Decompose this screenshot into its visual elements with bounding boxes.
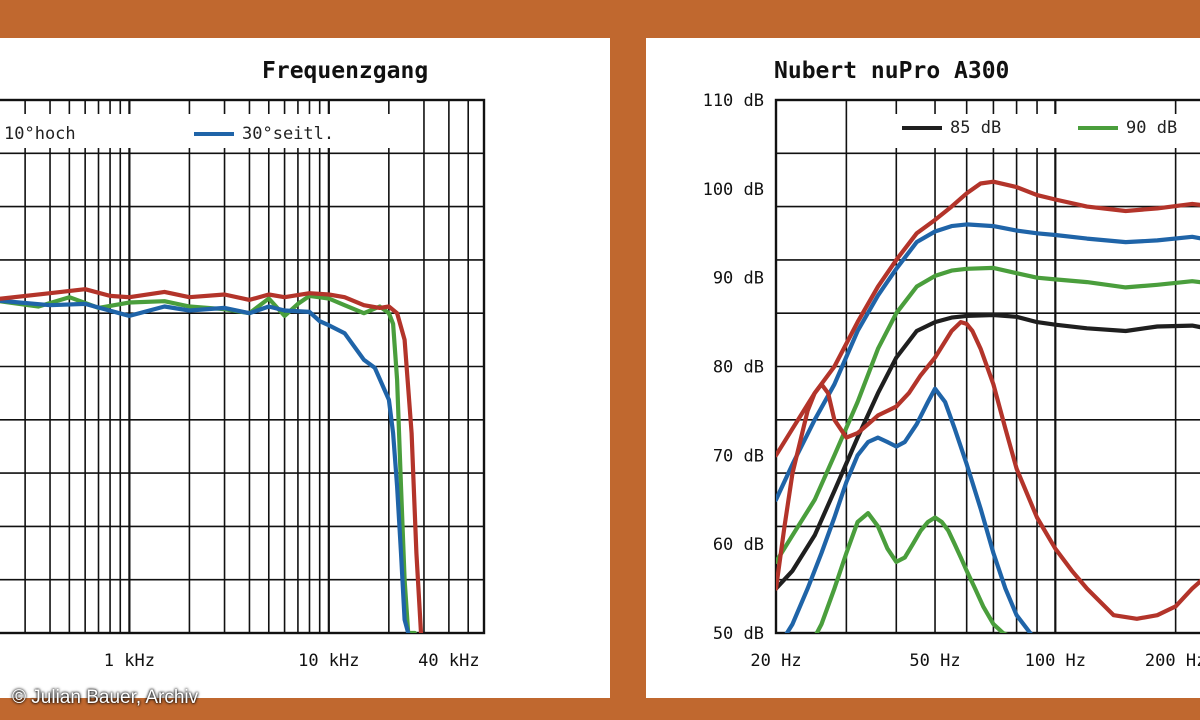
y-tick-label: 110 dB bbox=[703, 91, 764, 111]
legend-label: 85 dB bbox=[950, 118, 1001, 138]
y-tick-label: 90 dB bbox=[713, 269, 764, 289]
x-tick-label: 1 kHz bbox=[104, 651, 155, 671]
y-tick-label: 60 dB bbox=[713, 535, 764, 555]
x-tick-label: 10 kHz bbox=[298, 651, 359, 671]
series-group bbox=[0, 287, 424, 633]
legend-label: 30°seitl. bbox=[242, 124, 334, 144]
series-line bbox=[776, 320, 1200, 621]
series-line bbox=[776, 179, 1200, 458]
series-line bbox=[0, 298, 411, 633]
series-line bbox=[776, 312, 1200, 591]
x-tick-label: 50 Hz bbox=[909, 651, 960, 671]
series-line bbox=[0, 293, 417, 633]
legend-label: 90 dB bbox=[1126, 118, 1177, 138]
x-tick-label: 100 Hz bbox=[1025, 651, 1086, 671]
series-line bbox=[814, 511, 1008, 633]
legend-background bbox=[2, 114, 402, 148]
series-line bbox=[776, 265, 1200, 565]
series-line bbox=[776, 222, 1200, 502]
chart-title: Nubert nuPro A300 bbox=[774, 58, 1009, 84]
y-tick-label: 100 dB bbox=[703, 180, 764, 200]
x-tick-label: 200 Hz bbox=[1145, 651, 1200, 671]
y-tick-label: 50 dB bbox=[713, 624, 764, 644]
x-tick-label: 20 Hz bbox=[750, 651, 801, 671]
plot-frame bbox=[774, 98, 1200, 635]
series-line bbox=[784, 386, 1033, 633]
series-line bbox=[0, 287, 424, 633]
photo-credit: © Julian Bauer, Archiv bbox=[12, 687, 199, 708]
legend-background bbox=[884, 114, 1200, 148]
plot-frame bbox=[0, 98, 486, 635]
chart-title: Frequenzgang bbox=[262, 58, 428, 84]
left-chart-panel: Frequenzgang 10°hoch 30°seitl. 1 kHz 10 kHz 4… bbox=[0, 38, 610, 698]
legend-label: 10°hoch bbox=[4, 124, 76, 144]
y-tick-label: 80 dB bbox=[713, 358, 764, 378]
series-group bbox=[776, 179, 1200, 633]
right-chart-svg: Nubert nuPro A300 85 dB 90 dB 20 Hz 50 Hz 100… bbox=[703, 58, 1200, 671]
left-chart-svg: Frequenzgang 10°hoch 30°seitl. 1 kHz 10 kHz 4… bbox=[0, 58, 486, 671]
y-tick-label: 70 dB bbox=[713, 446, 764, 466]
x-tick-label: 40 kHz bbox=[418, 651, 479, 671]
right-chart-panel: Nubert nuPro A300 85 dB 90 dB 20 Hz 50 Hz 100… bbox=[646, 38, 1200, 698]
